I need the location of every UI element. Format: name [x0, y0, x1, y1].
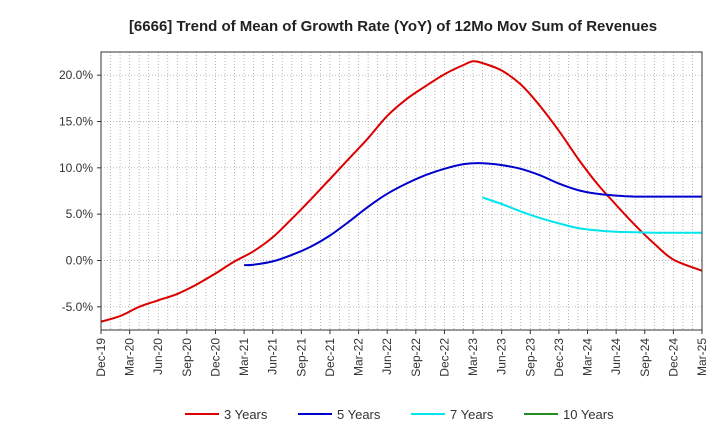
y-tick-label: 5.0% [66, 207, 94, 221]
series-line-7-years [482, 196, 702, 234]
legend-label-3-years: 3 Years [224, 407, 268, 422]
legend-label-10-years: 10 Years [563, 407, 614, 422]
x-tick-label: Dec-19 [94, 338, 108, 377]
x-tick-label: Sep-20 [180, 338, 194, 377]
x-tick-label: Sep-21 [294, 338, 308, 377]
series-line-3-years [100, 60, 703, 323]
x-tick-label: Sep-22 [409, 338, 423, 377]
x-tick-label: Dec-22 [437, 338, 451, 377]
series-line-5-years [244, 162, 702, 267]
x-tick-label: Dec-20 [208, 338, 222, 377]
y-tick-label: 10.0% [59, 161, 93, 175]
x-tick-label: Mar-25 [695, 338, 709, 376]
x-tick-label: Jun-20 [151, 338, 165, 375]
legend-label-7-years: 7 Years [450, 407, 494, 422]
plot-frame [100, 51, 703, 331]
x-tick-label: Jun-21 [266, 338, 280, 375]
y-tick-label: 15.0% [59, 115, 93, 129]
series-layer [100, 60, 703, 323]
x-tick-label: Mar-24 [581, 338, 595, 376]
x-tick-label: Dec-21 [323, 338, 337, 377]
x-tick-label: Jun-24 [609, 338, 623, 375]
x-tick-label: Sep-24 [638, 338, 652, 377]
x-tick-label: Mar-23 [466, 338, 480, 376]
x-tick-label: Mar-22 [352, 338, 366, 376]
x-tick-label: Mar-20 [123, 338, 137, 376]
legend: 3 Years 5 Years 7 Years 10 Years [185, 407, 614, 422]
x-tick-label: Mar-21 [237, 338, 251, 376]
legend-label-5-years: 5 Years [337, 407, 381, 422]
x-tick-label: Dec-24 [666, 338, 680, 377]
x-tick-label: Jun-22 [380, 338, 394, 375]
y-tick-label: 0.0% [66, 254, 94, 268]
y-axis: -5.0% 0.0% 5.0% 10.0% 15.0% 20.0% [59, 68, 101, 314]
x-tick-label: Jun-23 [495, 338, 509, 375]
grid [101, 52, 702, 330]
y-tick-label: -5.0% [62, 300, 94, 314]
chart-title: [6666] Trend of Mean of Growth Rate (YoY… [129, 18, 657, 35]
x-tick-label: Sep-23 [523, 338, 537, 377]
y-tick-label: 20.0% [59, 68, 93, 82]
x-tick-label: Dec-23 [552, 338, 566, 377]
x-axis: Dec-19 Mar-20 Jun-20 Sep-20 Dec-20 Mar-21 Jun-… [94, 330, 709, 377]
